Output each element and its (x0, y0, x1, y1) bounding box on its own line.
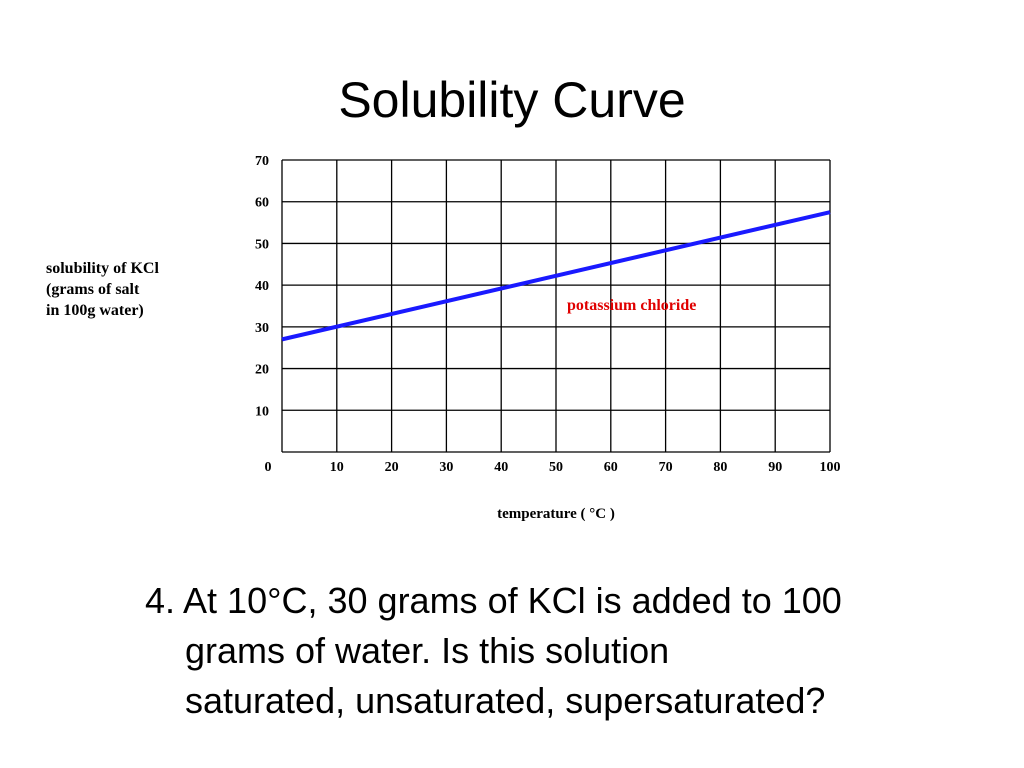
y-tick-label: 60 (255, 196, 269, 211)
y-axis-label: solubility of KCl (grams of salt in 100g w… (46, 260, 159, 319)
question-text: 4. At 10°C, 30 grams of KCl is added to … (145, 576, 965, 726)
x-tick-label: 20 (385, 460, 399, 475)
solubility-chart: 10 20 30 40 50 60 70 0 10 20 30 40 50 60 70 80 90 100 so… (46, 154, 841, 522)
slide-title: Solubility Curve (338, 72, 686, 128)
y-tick-label: 70 (255, 154, 269, 169)
x-tick-label: 50 (549, 460, 563, 475)
y-tick-label: 10 (255, 404, 269, 419)
x-tick-label: 30 (439, 460, 453, 475)
chart-grid (281, 159, 831, 453)
y-tick-label: 50 (255, 237, 269, 252)
x-tick-label: 70 (659, 460, 673, 475)
question-line-2: grams of water. Is this solution (185, 630, 670, 671)
y-axis-label-line: (grams of salt (46, 281, 140, 298)
y-axis-label-line: solubility of KCl (46, 260, 159, 277)
x-tick-label: 90 (768, 460, 782, 475)
x-tick-label: 80 (713, 460, 727, 475)
y-tick-labels: 10 20 30 40 50 60 70 (255, 154, 269, 419)
y-tick-label: 30 (255, 321, 269, 336)
x-tick-label: 0 (265, 460, 272, 475)
y-tick-label: 40 (255, 279, 269, 294)
question-line-1: 4. At 10°C, 30 grams of KCl is added to … (145, 580, 842, 621)
series-line-potassium-chloride (281, 210, 831, 342)
y-tick-label: 20 (255, 363, 269, 378)
question-line-3: saturated, unsaturated, supersaturated? (185, 680, 826, 721)
x-tick-labels: 0 10 20 30 40 50 60 70 80 90 100 (265, 460, 841, 475)
y-axis-label-line: in 100g water) (46, 302, 144, 319)
x-axis-label: temperature ( °C ) (497, 506, 615, 522)
x-tick-label: 10 (330, 460, 344, 475)
x-tick-label: 100 (820, 460, 841, 475)
x-tick-label: 40 (494, 460, 508, 475)
x-tick-label: 60 (604, 460, 618, 475)
series-label-potassium-chloride: potassium chloride (567, 297, 696, 314)
